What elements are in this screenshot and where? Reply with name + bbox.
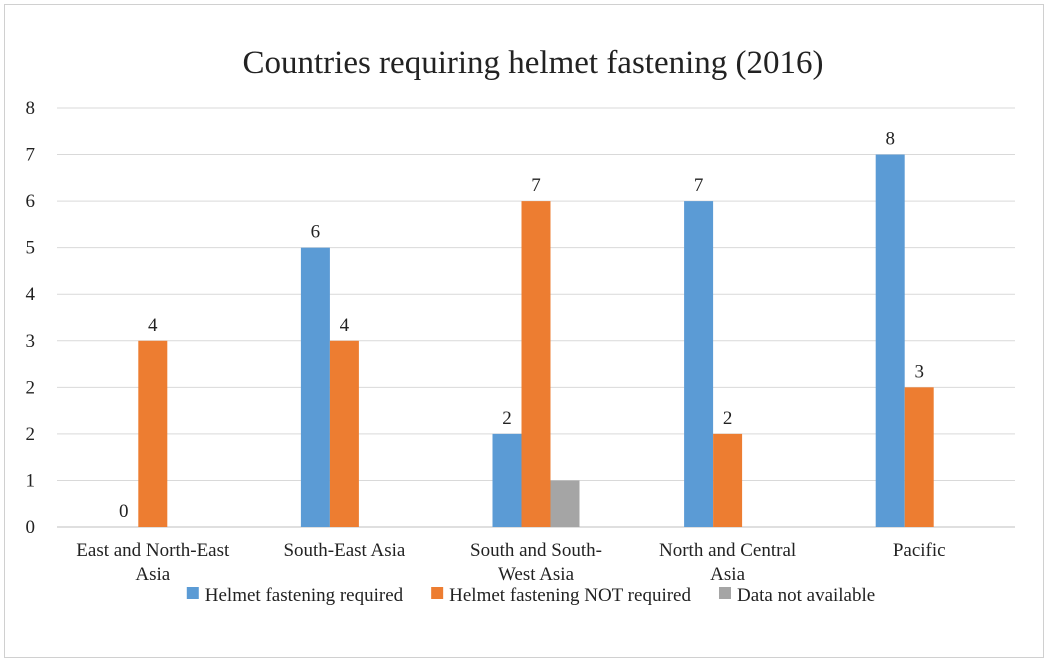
- legend-swatch: [186, 587, 199, 599]
- bar: [550, 480, 580, 527]
- x-tick-label: East and North-East: [76, 540, 230, 561]
- x-tick-label: Asia: [710, 564, 745, 585]
- data-label: 7: [694, 175, 704, 196]
- legend-label: Helmet fastening NOT required: [449, 585, 691, 606]
- y-tick-label: 5: [26, 238, 36, 259]
- y-tick-label: 2: [26, 377, 36, 398]
- bar: [713, 433, 743, 527]
- y-tick-label: 3: [26, 331, 36, 352]
- data-label: 0: [119, 501, 129, 522]
- chart-frame: Countries requiring helmet fastening (20…: [4, 4, 1044, 658]
- bars: [138, 154, 934, 528]
- x-tick-label: Asia: [135, 564, 170, 585]
- legend-label: Helmet fastening required: [205, 585, 404, 606]
- bar: [329, 340, 359, 527]
- legend: Helmet fastening required Helmet fastenin…: [186, 585, 875, 606]
- y-tick-label: 8: [26, 98, 36, 119]
- bar: [521, 201, 551, 527]
- data-label: 2: [723, 408, 733, 429]
- bar: [492, 433, 522, 527]
- bar: [138, 340, 168, 527]
- x-tick-label: South and South-: [470, 540, 602, 561]
- y-tick-label: 6: [26, 191, 36, 212]
- y-tick-label: 2: [26, 424, 36, 445]
- y-tick-label: 4: [26, 284, 36, 305]
- data-label: 6: [311, 222, 321, 243]
- legend-swatch: [431, 587, 444, 599]
- bar: [684, 201, 714, 527]
- x-axis-labels: East and North-East Asia South-East Asia So…: [76, 540, 945, 585]
- data-label: 7: [531, 175, 541, 196]
- y-axis-ticks: 0 1 2 2 3 4 5 6 7 8: [26, 98, 36, 538]
- bar: [300, 247, 330, 527]
- bar-chart: Countries requiring helmet fastening (20…: [26, 45, 1015, 606]
- y-tick-label: 7: [26, 145, 36, 166]
- bar: [875, 154, 905, 528]
- legend-swatch: [718, 587, 731, 599]
- data-label: 4: [148, 315, 158, 336]
- data-label: 2: [502, 408, 512, 429]
- data-label: 4: [340, 315, 350, 336]
- x-tick-label: West Asia: [498, 564, 575, 585]
- legend-label: Data not available: [737, 585, 875, 606]
- data-label: 8: [885, 129, 895, 150]
- x-tick-label: Pacific: [893, 540, 946, 561]
- x-tick-label: South-East Asia: [283, 540, 405, 561]
- data-label: 3: [914, 361, 924, 382]
- bar: [904, 387, 934, 527]
- y-tick-label: 1: [26, 470, 36, 491]
- x-tick-label: North and Central: [659, 540, 796, 561]
- data-labels: 0 4 6 4 2 7 7 2 8 3: [119, 129, 924, 522]
- y-tick-label: 0: [26, 517, 36, 538]
- chart-title: Countries requiring helmet fastening (20…: [242, 45, 823, 81]
